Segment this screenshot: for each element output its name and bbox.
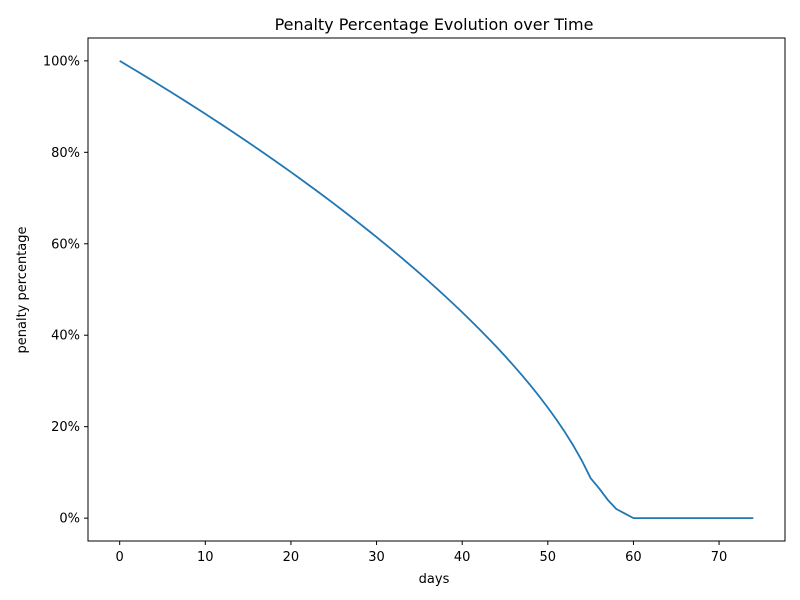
x-tick-label: 50 bbox=[540, 550, 557, 565]
y-tick-label: 80% bbox=[51, 146, 80, 161]
x-tick-label: 30 bbox=[368, 550, 385, 565]
x-tick-label: 60 bbox=[625, 550, 642, 565]
y-axis-ticks: 0% 20% 40% 60% 80% 100% bbox=[43, 54, 88, 527]
x-axis-ticks: 0 10 20 30 40 50 60 70 bbox=[116, 541, 728, 565]
x-tick-label: 40 bbox=[454, 550, 471, 565]
y-tick-label: 40% bbox=[51, 329, 80, 344]
chart-title: Penalty Percentage Evolution over Time bbox=[275, 15, 594, 34]
y-tick-label: 0% bbox=[59, 512, 80, 527]
axes-frame bbox=[87, 37, 786, 542]
x-axis-label: days bbox=[419, 572, 450, 587]
plot-area bbox=[119, 60, 754, 520]
x-tick-label: 10 bbox=[197, 550, 214, 565]
y-tick-label: 100% bbox=[43, 54, 80, 69]
y-tick-label: 60% bbox=[51, 237, 80, 252]
y-tick-label: 20% bbox=[51, 420, 80, 435]
x-tick-label: 70 bbox=[711, 550, 728, 565]
y-axis-label: penalty percentage bbox=[15, 227, 30, 354]
x-tick-label: 0 bbox=[116, 550, 124, 565]
series-line bbox=[119, 60, 754, 520]
x-tick-label: 20 bbox=[283, 550, 300, 565]
